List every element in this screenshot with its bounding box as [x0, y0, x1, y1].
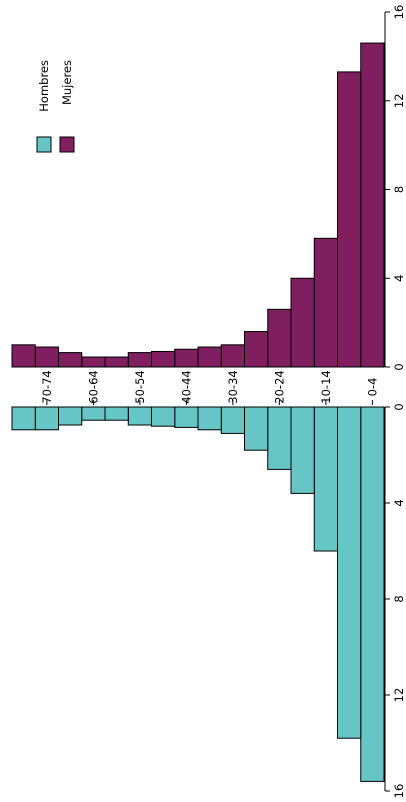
- bar-mujeres-75-79: [11, 344, 36, 368]
- age-label-50-54: 50-54: [133, 370, 147, 403]
- mujeres-tick-label-0: 0: [392, 363, 406, 370]
- bar-mujeres-15-19: [290, 277, 315, 368]
- bar-hombres-5-9: [337, 406, 362, 739]
- bar-hombres-0-4: [360, 406, 385, 782]
- legend-swatch-mujeres: [59, 136, 75, 153]
- mujeres-bars: [11, 42, 385, 368]
- age-label-70-74: 70-74: [40, 370, 54, 403]
- hombres-tick-label-8: 8: [392, 595, 406, 602]
- bar-hombres-55-59: [104, 406, 129, 421]
- bar-mujeres-35-39: [197, 346, 222, 368]
- bar-mujeres-5-9: [337, 71, 362, 368]
- bar-hombres-25-29: [244, 406, 269, 451]
- hombres-bars: [11, 406, 385, 782]
- bar-mujeres-70-74: [34, 346, 59, 368]
- bar-mujeres-30-34: [220, 344, 245, 368]
- mujeres-value-axis: 0 4 8 12 16: [384, 5, 406, 371]
- bar-hombres-20-24: [267, 406, 292, 470]
- bar-mujeres-60-64: [81, 356, 106, 368]
- bar-hombres-65-69: [58, 406, 83, 426]
- bar-mujeres-55-59: [104, 356, 129, 368]
- bar-hombres-70-74: [34, 406, 59, 431]
- bar-hombres-60-64: [81, 406, 106, 421]
- legend-label-hombres: Hombres: [37, 60, 51, 112]
- bar-mujeres-25-29: [244, 331, 269, 368]
- mujeres-tick-label-8: 8: [392, 186, 406, 193]
- bar-hombres-35-39: [197, 406, 222, 431]
- bar-hombres-10-14: [313, 406, 338, 552]
- bar-hombres-45-49: [151, 406, 176, 427]
- bar-mujeres-65-69: [58, 352, 83, 368]
- hombres-tick-label-4: 4: [392, 499, 406, 506]
- hombres-value-axis: 0 4 8 12 16: [384, 403, 406, 799]
- age-group-labels: 0-4 10-14 20-24 30-34 40-44 50-54 60-64 70-74: [40, 370, 379, 405]
- bar-hombres-75-79: [11, 406, 36, 431]
- mujeres-tick-label-12: 12: [392, 93, 406, 108]
- bar-hombres-15-19: [290, 406, 315, 494]
- age-label-30-34: 30-34: [226, 370, 240, 403]
- bar-mujeres-45-49: [151, 350, 176, 368]
- bar-hombres-50-54: [127, 406, 152, 426]
- mujeres-tick-label-16: 16: [392, 5, 406, 20]
- age-label-60-64: 60-64: [86, 370, 100, 403]
- legend-label-mujeres: Mujeres: [60, 60, 74, 105]
- age-label-20-24: 20-24: [272, 370, 286, 403]
- bar-mujeres-0-4: [360, 42, 385, 368]
- mujeres-tick-label-4: 4: [392, 275, 406, 282]
- hombres-tick-label-12: 12: [392, 688, 406, 703]
- bar-mujeres-20-24: [267, 308, 292, 368]
- bar-mujeres-50-54: [127, 352, 152, 368]
- bar-hombres-30-34: [220, 406, 245, 434]
- age-label-10-14: 10-14: [319, 370, 333, 403]
- age-label-40-44: 40-44: [179, 370, 193, 403]
- legend-swatch-hombres: [36, 136, 52, 153]
- hombres-tick-label-0: 0: [392, 403, 406, 410]
- age-label-0-4: 0-4: [365, 378, 379, 397]
- legend: Hombres Mujeres: [36, 60, 75, 153]
- bar-mujeres-10-14: [313, 237, 338, 368]
- hombres-tick-label-16: 16: [392, 784, 406, 799]
- bar-mujeres-40-44: [174, 348, 199, 368]
- bar-hombres-40-44: [174, 406, 199, 428]
